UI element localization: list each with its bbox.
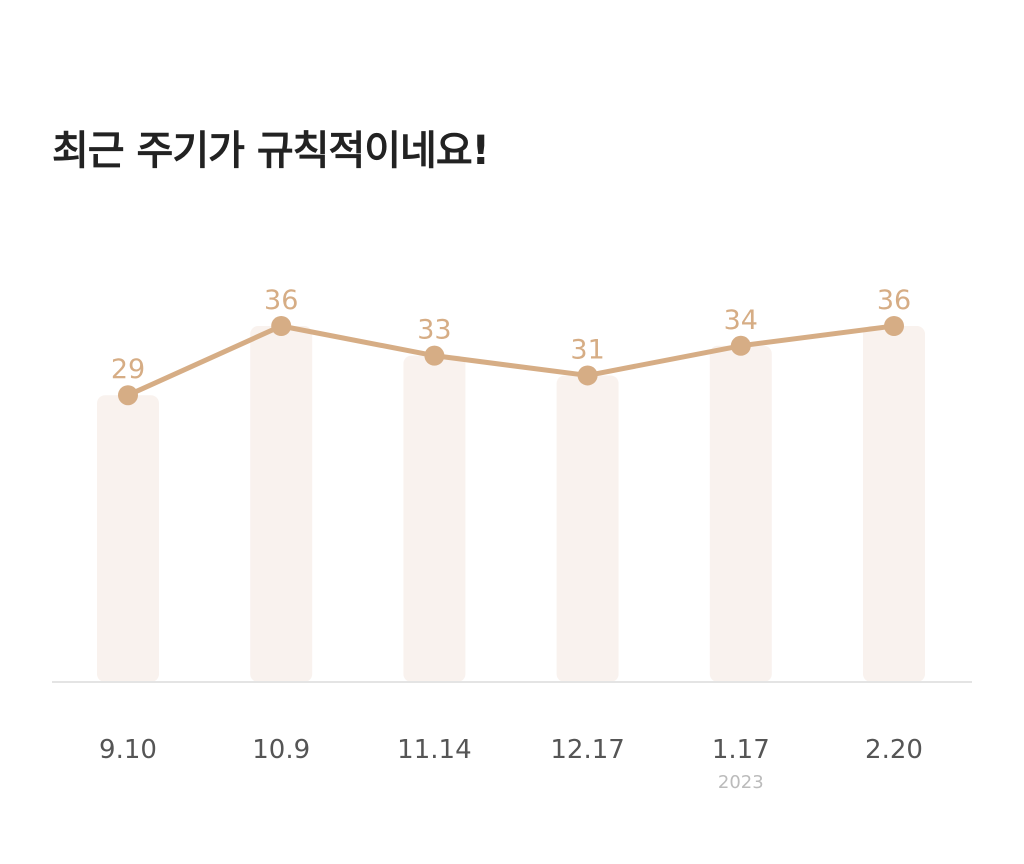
data-label-2.20: 36	[877, 285, 911, 316]
data-point-10.9	[271, 316, 292, 336]
tick-label-2.20: 2.20	[865, 735, 923, 765]
tick-label-12.17: 12.17	[550, 735, 624, 765]
series-line	[125, 323, 897, 398]
tick-label-1.17: 1.17	[712, 735, 770, 765]
page-title: 최근 주기가 규칙적이네요!	[52, 128, 490, 174]
tick-label-11.14: 11.14	[397, 735, 471, 765]
bar-11.14	[403, 355, 466, 682]
data-label-11.14: 33	[417, 315, 451, 346]
data-point-11.14	[424, 345, 445, 366]
bar-9.10	[97, 395, 159, 682]
bar-1.17	[709, 345, 772, 682]
data-point-1.17	[730, 335, 751, 356]
data-point-9.10	[118, 385, 138, 406]
data-label-12.17: 31	[570, 334, 604, 365]
data-label-9.10: 29	[111, 354, 145, 385]
data-label-10.9: 36	[264, 285, 298, 316]
data-label-1.17: 34	[724, 305, 758, 336]
bar-12.17	[556, 375, 619, 682]
tick-sublabel-1.17: 2023	[718, 772, 764, 793]
data-point-12.17	[577, 365, 598, 386]
bar-10.9	[250, 326, 313, 682]
tick-label-9.10: 9.10	[99, 735, 157, 765]
data-point-2.20	[884, 316, 904, 336]
bar-2.20	[863, 326, 925, 682]
tick-label-10.9: 10.9	[252, 735, 310, 765]
